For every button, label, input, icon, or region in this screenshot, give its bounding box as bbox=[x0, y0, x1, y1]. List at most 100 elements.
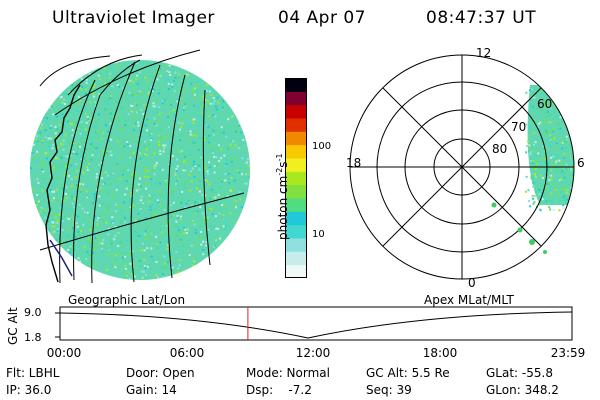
speckle-dot bbox=[100, 161, 103, 164]
speckle-dot bbox=[116, 112, 119, 115]
speckle-dot bbox=[550, 192, 553, 195]
speckle-dot bbox=[84, 92, 87, 95]
speckle-dot bbox=[203, 164, 206, 167]
speckle-dot bbox=[39, 202, 42, 205]
speckle-dot bbox=[184, 114, 187, 117]
colorbar-step bbox=[285, 158, 307, 172]
speckle-dot bbox=[124, 124, 127, 127]
speckle-dot bbox=[192, 134, 195, 137]
speckle-dot bbox=[221, 208, 223, 211]
speckle-dot bbox=[203, 179, 206, 181]
speckle-dot bbox=[58, 220, 60, 223]
speckle-dot bbox=[539, 208, 542, 211]
speckle-dot bbox=[210, 250, 213, 253]
speckle-dot bbox=[210, 93, 213, 96]
speckle-dot bbox=[558, 209, 561, 212]
speckle-dot bbox=[144, 229, 147, 232]
speckle-dot bbox=[181, 235, 184, 237]
speckle-dot bbox=[223, 180, 226, 182]
speckle-dot bbox=[70, 153, 73, 156]
speckle-dot bbox=[103, 172, 105, 175]
speckle-dot bbox=[171, 190, 174, 193]
speckle-dot bbox=[185, 202, 188, 205]
speckle-dot bbox=[545, 131, 548, 134]
speckle-dot bbox=[118, 241, 121, 244]
speckle-dot bbox=[532, 185, 535, 188]
speckle-dot bbox=[571, 156, 574, 159]
speckle-dot bbox=[154, 212, 157, 214]
speckle-dot bbox=[80, 120, 83, 123]
speckle-dot bbox=[108, 136, 111, 139]
speckle-dot bbox=[192, 141, 195, 144]
speckle-dot bbox=[561, 170, 564, 173]
altitude-curve bbox=[59, 311, 573, 339]
speckle-dot bbox=[106, 152, 108, 154]
speckle-dot bbox=[202, 248, 205, 251]
speckle-dot bbox=[549, 107, 552, 110]
speckle-dot bbox=[123, 201, 125, 204]
speckle-dot bbox=[559, 141, 562, 144]
speckle-dot bbox=[561, 120, 563, 123]
speckle-dot bbox=[200, 156, 202, 159]
speckle-dot bbox=[54, 132, 57, 135]
speckle-dot bbox=[93, 268, 96, 271]
speckle-dot bbox=[207, 115, 210, 118]
colorbar-step bbox=[285, 91, 307, 106]
speckle-dot bbox=[163, 147, 165, 150]
speckle-dot bbox=[155, 161, 158, 164]
speckle-dot bbox=[145, 187, 147, 190]
speckle-dot bbox=[195, 163, 198, 166]
speckle-dot bbox=[174, 76, 177, 79]
speckle-dot bbox=[165, 65, 168, 68]
speckle-dot bbox=[55, 167, 58, 170]
speckle-dot bbox=[132, 80, 134, 83]
speckle-dot bbox=[161, 168, 164, 171]
speckle-dot bbox=[144, 124, 147, 127]
speckle-dot bbox=[110, 138, 113, 141]
speckle-dot bbox=[137, 91, 140, 94]
speckle-dot bbox=[172, 214, 175, 217]
speckle-dot bbox=[557, 193, 560, 196]
speckle-dot bbox=[142, 62, 145, 65]
speckle-dot bbox=[83, 211, 86, 214]
speckle-dot bbox=[158, 67, 161, 70]
speckle-dot bbox=[92, 86, 95, 89]
speckle-dot bbox=[184, 169, 187, 172]
speckle-dot bbox=[71, 222, 74, 225]
speckle-dot bbox=[150, 255, 153, 258]
speckle-dot bbox=[72, 142, 75, 145]
speckle-dot bbox=[184, 206, 186, 209]
speckle-dot bbox=[180, 98, 182, 101]
speckle-dot bbox=[138, 187, 141, 190]
colorbar-step bbox=[285, 238, 307, 252]
speckle-dot bbox=[565, 191, 568, 194]
speckle-dot bbox=[225, 222, 228, 225]
speckle-dot bbox=[61, 229, 64, 232]
speckle-dot bbox=[528, 205, 531, 208]
speckle-dot bbox=[189, 133, 192, 136]
speckle-dot bbox=[196, 81, 199, 84]
timeline-xtick: 12:00 bbox=[295, 346, 331, 360]
speckle-dot bbox=[530, 177, 533, 180]
speckle-dot bbox=[563, 141, 566, 144]
speckle-dot bbox=[40, 127, 43, 129]
speckle-dot bbox=[532, 131, 535, 134]
speckle-dot bbox=[55, 192, 58, 195]
speckle-dot bbox=[151, 90, 154, 92]
speckle-dot bbox=[545, 200, 548, 203]
speckle-dot bbox=[164, 177, 167, 180]
speckle-dot bbox=[534, 96, 537, 99]
speckle-dot bbox=[96, 173, 98, 176]
colorbar-step bbox=[285, 198, 307, 212]
speckle-dot bbox=[48, 106, 51, 109]
speckle-dot bbox=[150, 178, 153, 180]
speckle-dot bbox=[209, 197, 212, 200]
speckle-dot bbox=[532, 181, 535, 184]
speckle-dot bbox=[156, 78, 159, 81]
speckle-dot bbox=[120, 209, 123, 212]
speckle-dot bbox=[179, 120, 182, 123]
speckle-dot bbox=[556, 154, 559, 157]
speckle-dot bbox=[44, 113, 47, 116]
speckle-dot bbox=[211, 213, 214, 216]
speckle-dot bbox=[92, 146, 95, 149]
